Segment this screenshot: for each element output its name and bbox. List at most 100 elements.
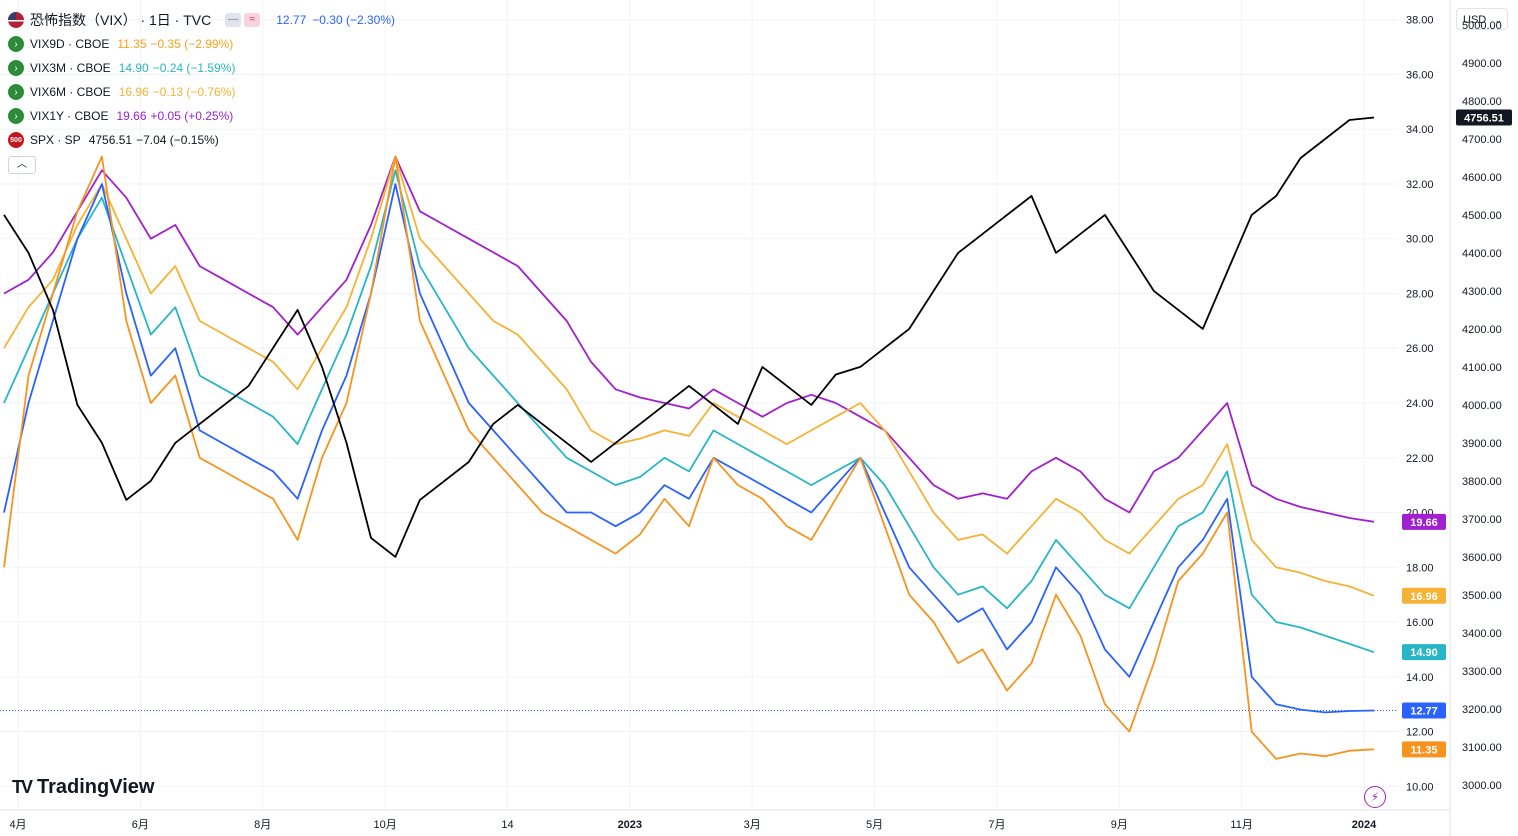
last-value-box xyxy=(1402,587,1446,604)
left-axis-tick: 12.00 xyxy=(1406,727,1434,739)
cboe-icon: › xyxy=(8,36,24,52)
left-axis-tick: 18.00 xyxy=(1406,562,1434,574)
legend-value: 4756.51 xyxy=(88,133,133,147)
last-value-text: 4756.51 xyxy=(1464,112,1504,124)
right-axis-tick: 4500.00 xyxy=(1462,210,1502,222)
right-axis-tick: 3900.00 xyxy=(1462,438,1502,450)
cboe-icon: › xyxy=(8,84,24,100)
legend-change: +0.05 (+0.25%) xyxy=(150,109,234,123)
currency-label: USD xyxy=(1463,14,1487,26)
last-value-box xyxy=(1402,644,1446,661)
time-axis-tick: 10月 xyxy=(373,819,396,831)
tv-logo-icon: TV xyxy=(12,777,33,797)
time-axis-tick: 2024 xyxy=(1352,819,1377,831)
legend-change: −7.04 (−0.15%) xyxy=(136,133,219,147)
left-axis-bg xyxy=(1398,0,1450,810)
left-axis-tick: 14.00 xyxy=(1406,672,1434,684)
main-symbol-row[interactable]: 恐怖指数（VIX） · 1日 · TVC — ≈ 12.77 −0.30 (−2… xyxy=(8,8,395,32)
left-axis-tick: 28.00 xyxy=(1406,288,1434,300)
right-axis-tick: 3100.00 xyxy=(1462,742,1502,754)
main-symbol-title[interactable]: 恐怖指数（VIX） · 1日 · TVC xyxy=(30,12,212,28)
tradingview-logo[interactable]: TV TradingView xyxy=(12,776,154,799)
legend-symbol[interactable]: VIX3M · CBOE xyxy=(30,61,111,75)
main-value: 12.77 xyxy=(276,13,307,27)
left-price-axis[interactable]: 38.00 36.00 34.00 32.00 30.00 28.00 26.00 24.00… xyxy=(1406,15,1434,794)
left-axis-tick: 24.00 xyxy=(1406,398,1434,410)
main-pill[interactable]: — ≈ xyxy=(225,13,261,27)
legend-value: 14.90 xyxy=(118,61,149,75)
time-axis-tick: 14 xyxy=(501,819,513,831)
legend-change: −0.13 (−0.76%) xyxy=(152,85,236,99)
last-value-labels: 4756.51 19.66 16.96 14.90 12.77 11.35 xyxy=(1402,109,1512,758)
time-axis[interactable]: 4月 6月 8月 10月 14 2023 3月 5月 7月 9月 11月 2024 xyxy=(9,819,1377,831)
legend-change: −0.24 (−1.59%) xyxy=(152,61,236,75)
right-axis-tick: 3400.00 xyxy=(1462,628,1502,640)
right-axis-tick: 3800.00 xyxy=(1462,476,1502,488)
legend: 恐怖指数（VIX） · 1日 · TVC — ≈ 12.77 −0.30 (−2… xyxy=(8,8,395,174)
legend-symbol[interactable]: VIX9D · CBOE xyxy=(30,37,110,51)
cboe-icon: › xyxy=(8,60,24,76)
legend-row[interactable]: 500 SPX · SP 4756.51 −7.04 (−0.15%) xyxy=(8,128,395,152)
legend-row[interactable]: › VIX9D · CBOE 11.35 −0.35 (−2.99%) xyxy=(8,32,395,56)
approx-icon[interactable]: ≈ xyxy=(244,13,261,27)
series-line xyxy=(3,183,1375,714)
left-axis-tick: 16.00 xyxy=(1406,617,1434,629)
left-axis-tick: 10.00 xyxy=(1406,781,1434,793)
right-axis-tick: 3700.00 xyxy=(1462,514,1502,526)
right-axis-tick: 5000.00 xyxy=(1462,20,1502,32)
last-value-text: 19.66 xyxy=(1410,517,1438,529)
right-axis-tick: 3200.00 xyxy=(1462,704,1502,716)
time-axis-tick: 6月 xyxy=(132,819,149,831)
chart-series xyxy=(3,116,1375,760)
last-value-box xyxy=(1456,109,1512,126)
time-axis-tick: 8月 xyxy=(254,819,271,831)
last-value-box xyxy=(1402,513,1446,530)
time-axis-tick: 5月 xyxy=(866,819,883,831)
left-axis-tick: 22.00 xyxy=(1406,453,1434,465)
right-price-axis[interactable]: 5000.00 4900.00 4800.00 4700.00 4600.00 4500.… xyxy=(1462,20,1502,792)
cboe-icon: › xyxy=(8,108,24,124)
sp500-icon: 500 xyxy=(8,132,24,148)
right-axis-tick: 3000.00 xyxy=(1462,780,1502,792)
time-axis-tick: 9月 xyxy=(1111,819,1128,831)
left-axis-tick: 26.00 xyxy=(1406,343,1434,355)
legend-collapse-button[interactable]: ︿ xyxy=(8,156,36,174)
time-axis-tick: 2023 xyxy=(618,819,642,831)
left-axis-tick: 32.00 xyxy=(1406,179,1434,191)
legend-value: 11.35 xyxy=(117,37,147,51)
currency-select[interactable]: USD ⌄ xyxy=(1456,8,1508,30)
lightning-icon[interactable]: ⚡ xyxy=(1364,786,1386,808)
last-value-box xyxy=(1402,702,1446,719)
right-axis-tick: 4700.00 xyxy=(1462,134,1502,146)
legend-row[interactable]: › VIX6M · CBOE 16.96 −0.13 (−0.76%) xyxy=(8,80,395,104)
legend-change: −0.35 (−2.99%) xyxy=(150,37,234,51)
legend-symbol[interactable]: SPX · SP xyxy=(30,133,81,147)
last-value-box xyxy=(1402,741,1446,758)
dash-icon[interactable]: — xyxy=(225,13,242,27)
time-axis-tick: 4月 xyxy=(9,819,26,831)
last-value-text: 12.77 xyxy=(1410,705,1438,717)
logo-text: TradingView xyxy=(37,776,155,798)
legend-row[interactable]: › VIX3M · CBOE 14.90 −0.24 (−1.59%) xyxy=(8,56,395,80)
legend-symbol[interactable]: VIX6M · CBOE xyxy=(30,85,111,99)
series-line xyxy=(3,116,1375,558)
series-line xyxy=(3,169,1375,654)
right-axis-tick: 4100.00 xyxy=(1462,362,1502,374)
legend-symbol[interactable]: VIX1Y · CBOE xyxy=(30,109,109,123)
right-axis-tick: 4400.00 xyxy=(1462,248,1502,260)
right-axis-tick: 3500.00 xyxy=(1462,590,1502,602)
left-axis-tick: 30.00 xyxy=(1406,234,1434,246)
right-axis-tick: 4800.00 xyxy=(1462,96,1502,108)
legend-row[interactable]: › VIX1Y · CBOE 19.66 +0.05 (+0.25%) xyxy=(8,104,395,128)
time-axis-tick: 11月 xyxy=(1230,819,1252,831)
right-axis-tick: 3600.00 xyxy=(1462,552,1502,564)
legend-value: 16.96 xyxy=(118,85,149,99)
last-value-text: 16.96 xyxy=(1410,591,1438,603)
right-axis-tick: 3300.00 xyxy=(1462,666,1502,678)
chevron-up-icon: ︿ xyxy=(17,159,27,170)
right-axis-tick: 4200.00 xyxy=(1462,324,1502,336)
right-axis-bg xyxy=(1450,0,1518,836)
main-change: −0.30 (−2.30%) xyxy=(312,13,395,27)
time-axis-tick: 3月 xyxy=(744,819,761,831)
